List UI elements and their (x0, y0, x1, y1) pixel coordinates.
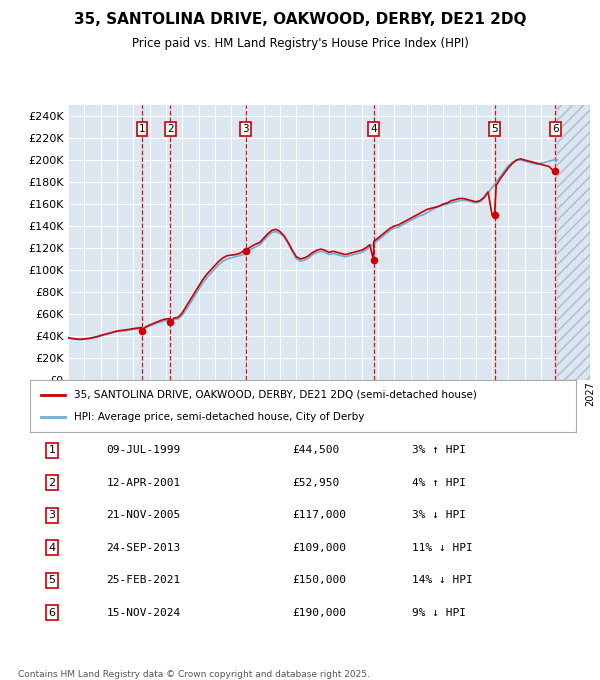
Text: 5: 5 (49, 575, 55, 585)
Text: Price paid vs. HM Land Registry's House Price Index (HPI): Price paid vs. HM Land Registry's House … (131, 37, 469, 50)
Text: 2: 2 (167, 124, 174, 134)
Text: 4% ↑ HPI: 4% ↑ HPI (412, 478, 466, 488)
Text: 3: 3 (49, 510, 55, 520)
Text: 3% ↓ HPI: 3% ↓ HPI (412, 510, 466, 520)
Text: 6: 6 (552, 124, 559, 134)
Text: HPI: Average price, semi-detached house, City of Derby: HPI: Average price, semi-detached house,… (74, 413, 364, 422)
Text: £150,000: £150,000 (292, 575, 346, 585)
Text: 09-JUL-1999: 09-JUL-1999 (106, 445, 181, 455)
Text: 4: 4 (48, 543, 55, 553)
Text: 35, SANTOLINA DRIVE, OAKWOOD, DERBY, DE21 2DQ: 35, SANTOLINA DRIVE, OAKWOOD, DERBY, DE2… (74, 12, 526, 27)
Text: £109,000: £109,000 (292, 543, 346, 553)
Text: 3: 3 (242, 124, 249, 134)
Text: 24-SEP-2013: 24-SEP-2013 (106, 543, 181, 553)
Text: 11% ↓ HPI: 11% ↓ HPI (412, 543, 473, 553)
Text: 21-NOV-2005: 21-NOV-2005 (106, 510, 181, 520)
Text: 4: 4 (370, 124, 377, 134)
Text: 35, SANTOLINA DRIVE, OAKWOOD, DERBY, DE21 2DQ (semi-detached house): 35, SANTOLINA DRIVE, OAKWOOD, DERBY, DE2… (74, 390, 476, 400)
Text: £117,000: £117,000 (292, 510, 346, 520)
Text: 14% ↓ HPI: 14% ↓ HPI (412, 575, 473, 585)
Text: £52,950: £52,950 (292, 478, 340, 488)
Text: 25-FEB-2021: 25-FEB-2021 (106, 575, 181, 585)
Text: £44,500: £44,500 (292, 445, 340, 455)
Text: £190,000: £190,000 (292, 608, 346, 617)
Text: 9% ↓ HPI: 9% ↓ HPI (412, 608, 466, 617)
Text: 2: 2 (48, 478, 55, 488)
Text: Contains HM Land Registry data © Crown copyright and database right 2025.
This d: Contains HM Land Registry data © Crown c… (18, 670, 370, 680)
Text: 6: 6 (49, 608, 55, 617)
Text: 1: 1 (49, 445, 55, 455)
Text: 3% ↑ HPI: 3% ↑ HPI (412, 445, 466, 455)
Text: 12-APR-2001: 12-APR-2001 (106, 478, 181, 488)
Text: 5: 5 (491, 124, 498, 134)
Text: 15-NOV-2024: 15-NOV-2024 (106, 608, 181, 617)
Text: 1: 1 (139, 124, 145, 134)
